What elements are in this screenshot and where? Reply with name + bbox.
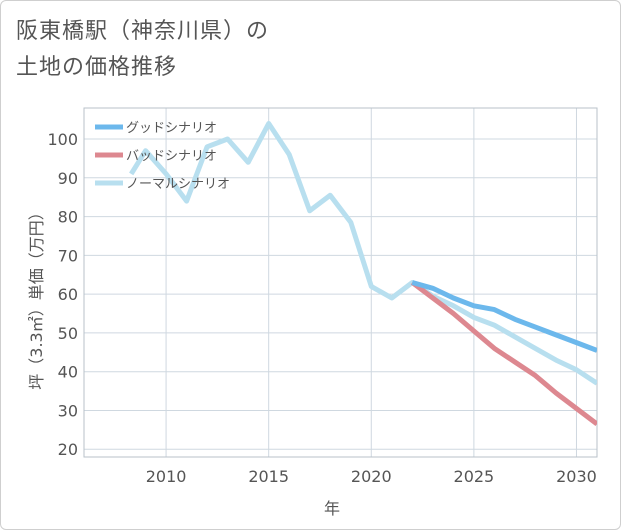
legend-label-1: バッドシナリオ [126, 149, 217, 164]
x-tick-label-2020: 2020 [351, 467, 392, 486]
y-axis-label: 坪（3.3㎡）単価（万円） [27, 204, 46, 389]
x-tick-label-2010: 2010 [146, 467, 187, 486]
y-tick-label-100: 100 [47, 130, 78, 149]
axes [83, 107, 598, 458]
y-tick-label-30: 30 [58, 401, 78, 420]
chart-title-line-2: 土地の価格推移 [16, 55, 178, 80]
y-tick-label-40: 40 [58, 363, 78, 382]
series-line-1 [410, 280, 597, 426]
y-tick-label-50: 50 [58, 324, 78, 343]
legend-label-0: グッドシナリオ [126, 121, 217, 136]
series-line-0 [411, 280, 597, 353]
y-tick-label-90: 90 [58, 169, 78, 188]
legend-label-2: ノーマルシナリオ [126, 177, 230, 192]
data-series [129, 121, 597, 426]
x-tick-label-2015: 2015 [248, 467, 289, 486]
y-tick-label-70: 70 [58, 246, 78, 265]
chart-title: 阪東橋駅（神奈川県）の 土地の価格推移 [16, 14, 269, 86]
series-line-2 [129, 121, 597, 386]
y-tick-label-60: 60 [58, 285, 78, 304]
x-tick-label-2030: 2030 [556, 467, 597, 486]
x-axis-label: 年 [324, 499, 340, 518]
plot-border [83, 107, 598, 458]
y-tick-label-20: 20 [58, 440, 78, 459]
x-tick-label-2025: 2025 [454, 467, 495, 486]
chart-title-line-1: 阪東橋駅（神奈川県）の [16, 19, 270, 44]
y-tick-label-80: 80 [58, 208, 78, 227]
